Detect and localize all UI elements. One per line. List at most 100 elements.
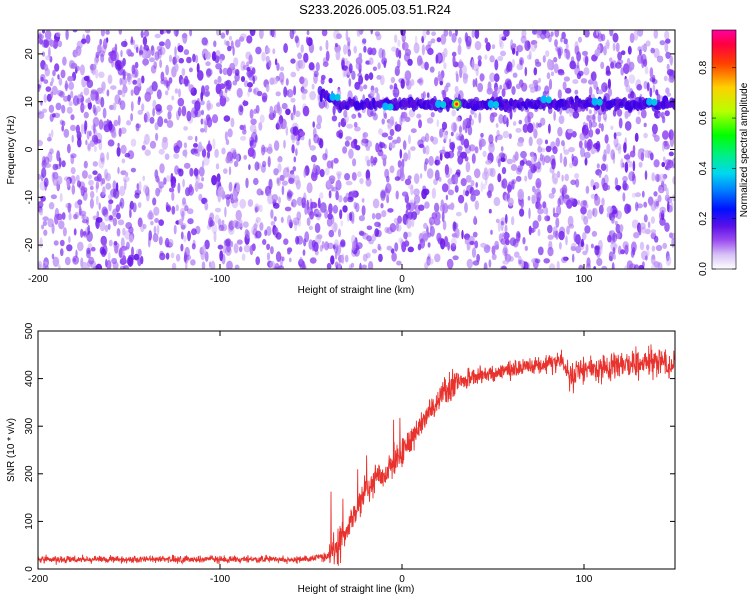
speckle bbox=[213, 231, 217, 243]
speckle bbox=[531, 155, 537, 165]
speckle bbox=[166, 204, 172, 212]
speckle bbox=[358, 52, 363, 60]
speckle bbox=[615, 143, 622, 151]
speckle bbox=[258, 122, 263, 131]
speckle bbox=[345, 136, 352, 141]
speckle bbox=[644, 228, 651, 235]
speckle bbox=[370, 89, 375, 97]
speckle bbox=[150, 45, 155, 57]
speckle bbox=[501, 178, 508, 189]
speckle bbox=[511, 86, 516, 95]
speckle bbox=[228, 35, 233, 41]
speckle bbox=[168, 187, 175, 193]
speckle bbox=[324, 209, 329, 219]
speckle bbox=[253, 87, 260, 96]
speckle bbox=[631, 192, 637, 198]
speckle bbox=[340, 239, 346, 247]
speckle bbox=[473, 168, 481, 179]
speckle bbox=[305, 36, 309, 44]
speckle bbox=[430, 112, 435, 118]
speckle bbox=[534, 258, 541, 264]
speckle bbox=[296, 235, 304, 245]
speckle bbox=[165, 64, 170, 76]
speckle bbox=[640, 44, 647, 52]
speckle bbox=[157, 49, 162, 60]
speckle bbox=[308, 62, 315, 71]
speckle bbox=[471, 153, 476, 164]
speckle bbox=[359, 262, 362, 269]
speckle bbox=[421, 44, 425, 56]
speckle bbox=[256, 188, 263, 196]
speckle bbox=[158, 148, 165, 155]
speckle bbox=[611, 217, 615, 224]
speckle bbox=[410, 128, 417, 134]
speckle bbox=[101, 248, 107, 257]
speckle bbox=[622, 192, 626, 202]
speckle bbox=[452, 55, 456, 66]
speckle bbox=[653, 134, 660, 142]
speckle bbox=[253, 177, 259, 186]
peak-core bbox=[455, 102, 458, 106]
speckle bbox=[410, 184, 414, 196]
speckle bbox=[54, 213, 59, 225]
speckle bbox=[617, 51, 622, 61]
speckle bbox=[95, 218, 100, 230]
speckle bbox=[122, 255, 126, 263]
speckle bbox=[452, 255, 459, 261]
speckle bbox=[659, 173, 666, 183]
speckle bbox=[652, 84, 656, 93]
speckle bbox=[299, 256, 303, 265]
speckle bbox=[659, 211, 662, 220]
speckle bbox=[283, 86, 288, 98]
speckle bbox=[106, 151, 110, 161]
speckle bbox=[389, 84, 394, 90]
speckle bbox=[334, 42, 338, 48]
speckle bbox=[309, 90, 316, 101]
speckle bbox=[622, 175, 628, 183]
speckle bbox=[460, 134, 465, 146]
speckle bbox=[577, 199, 580, 206]
speckle bbox=[49, 39, 55, 47]
speckle bbox=[668, 151, 674, 157]
speckle bbox=[303, 168, 307, 178]
colorbar-ticks: 0.00.20.40.60.8 bbox=[698, 60, 736, 276]
speckle bbox=[672, 194, 675, 202]
speckle bbox=[80, 102, 85, 114]
speckle bbox=[211, 51, 217, 62]
speckle bbox=[607, 88, 613, 97]
speckle bbox=[439, 80, 443, 86]
speckle bbox=[519, 160, 525, 167]
speckle bbox=[222, 245, 227, 254]
speckle bbox=[206, 117, 213, 128]
speckle bbox=[650, 229, 657, 234]
speckle bbox=[499, 40, 504, 50]
speckle bbox=[229, 193, 234, 200]
speckle bbox=[272, 48, 276, 55]
speckle bbox=[664, 110, 670, 117]
speckle bbox=[84, 30, 91, 34]
speckle bbox=[537, 228, 541, 237]
speckle bbox=[653, 191, 658, 197]
speckle bbox=[261, 92, 268, 101]
snr-y-tick-label: 500 bbox=[24, 322, 35, 339]
speckle bbox=[419, 173, 423, 179]
speckle bbox=[497, 173, 502, 183]
speckle bbox=[470, 193, 476, 202]
speckle bbox=[158, 181, 165, 189]
speckle bbox=[101, 206, 108, 216]
speckle bbox=[392, 87, 400, 98]
speckle bbox=[279, 255, 283, 267]
speckle bbox=[644, 66, 649, 75]
speckle bbox=[296, 211, 302, 221]
speckle bbox=[474, 146, 479, 154]
speckle bbox=[41, 39, 49, 48]
speckle bbox=[561, 31, 566, 40]
speckle bbox=[358, 230, 365, 236]
speckle bbox=[541, 147, 546, 153]
speckle bbox=[310, 171, 318, 182]
speckle bbox=[426, 256, 431, 266]
speckle bbox=[593, 266, 597, 269]
speckle bbox=[353, 247, 360, 257]
speckle bbox=[201, 160, 205, 168]
